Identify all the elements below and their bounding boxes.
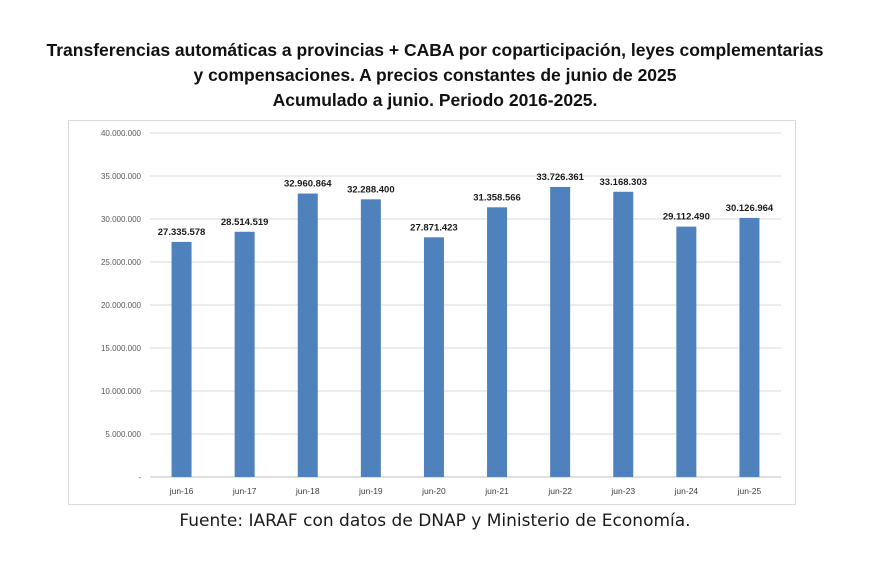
x-tick-label: jun-17 (232, 486, 257, 496)
bar-jun-18 (297, 193, 318, 478)
data-label: 28.514.519 (221, 217, 269, 228)
chart-title-line-3: Acumulado a junio. Periodo 2016-2025. (272, 90, 598, 110)
y-tick-label: 10.000.000 (101, 387, 142, 396)
bar-jun-25 (739, 217, 760, 477)
data-label: 32.288.400 (347, 184, 395, 195)
x-tick-label: jun-25 (737, 486, 762, 496)
data-label: 33.726.361 (536, 172, 584, 183)
y-tick-label: 20.000.000 (101, 301, 142, 310)
chart-title: Transferencias automáticas a provincias … (0, 38, 870, 113)
chart-title-line-1: Transferencias automáticas a provincias … (46, 40, 824, 60)
data-label: 31.358.566 (473, 192, 521, 203)
x-tick-label: jun-16 (169, 486, 194, 496)
data-label: 30.126.964 (726, 203, 774, 214)
x-tick-label: jun-19 (358, 486, 383, 496)
chart-title-line-2: y compensaciones. A precios constantes d… (193, 65, 677, 85)
data-label: 29.112.490 (663, 212, 710, 223)
bar-jun-17 (234, 231, 255, 477)
x-tick-label: jun-18 (295, 486, 320, 496)
bar-jun-19 (360, 199, 381, 477)
data-label: 27.335.578 (158, 227, 206, 238)
y-tick-label: 30.000.000 (101, 215, 142, 224)
data-label: 32.960.864 (284, 179, 332, 190)
y-tick-label: 40.000.000 (101, 129, 142, 138)
x-tick-label: jun-21 (484, 486, 509, 496)
data-label: 27.871.423 (410, 222, 458, 233)
bar-jun-20 (423, 237, 444, 477)
y-tick-label: 25.000.000 (101, 258, 142, 267)
x-tick-label: jun-24 (674, 486, 699, 496)
source-note: Fuente: IARAF con datos de DNAP y Minist… (179, 511, 691, 531)
y-tick-label: 15.000.000 (101, 344, 142, 353)
bar-jun-23 (613, 191, 634, 477)
x-tick-label: jun-20 (421, 486, 446, 496)
y-tick-label: - (138, 473, 141, 482)
bar-jun-24 (676, 226, 697, 477)
y-tick-label: 35.000.000 (101, 172, 142, 181)
data-label: 33.168.303 (599, 177, 647, 188)
x-tick-label: jun-23 (610, 486, 635, 496)
bar-jun-16 (171, 241, 192, 477)
x-tick-label: jun-22 (547, 486, 572, 496)
y-tick-label: 5.000.000 (105, 430, 141, 439)
bar-jun-22 (550, 186, 571, 477)
bar-jun-21 (487, 207, 508, 477)
